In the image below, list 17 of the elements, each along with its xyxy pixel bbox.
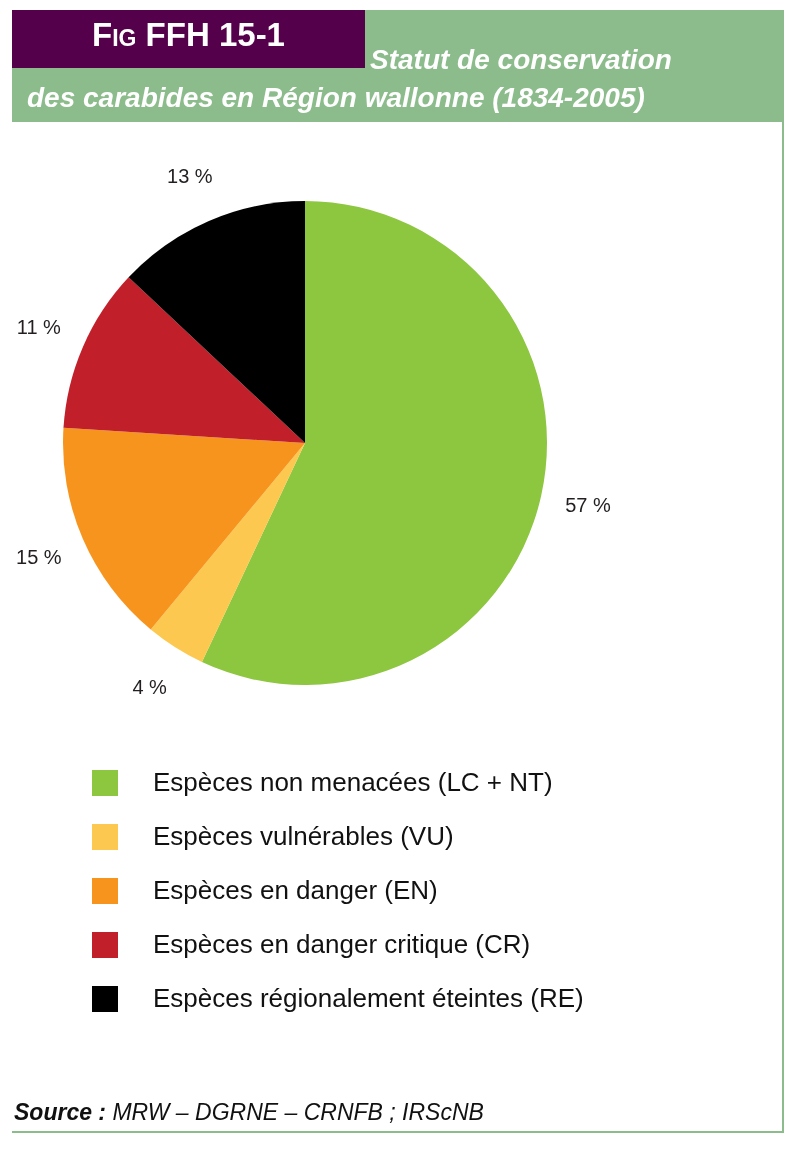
pie-slice [201,201,547,685]
pie-slice [128,201,305,443]
pie-slice [63,427,305,630]
data-label: 11 % [16,315,62,338]
legend-label: Espèces régionalement éteintes (RE) [153,983,584,1013]
data-label: 57 % [565,494,612,517]
pie-slice [150,443,305,662]
data-label: 15 % [16,546,62,569]
source-note: Source : MRW – DGRNE – CRNFB ; IRScNB [14,1099,484,1126]
chart-title: Fig FFH 15-1 [91,15,286,55]
data-label: 13 % [167,164,213,187]
pie-slice [63,277,305,443]
data-label: 4 % [132,675,168,698]
legend-label: Espèces en danger (EN) [153,875,438,905]
legend-label: Espèces vulnérables (VU) [153,821,454,851]
legend-label: Espèces non menacées (LC + NT) [153,767,553,797]
legend-label: Espèces en danger critique (CR) [153,929,531,959]
